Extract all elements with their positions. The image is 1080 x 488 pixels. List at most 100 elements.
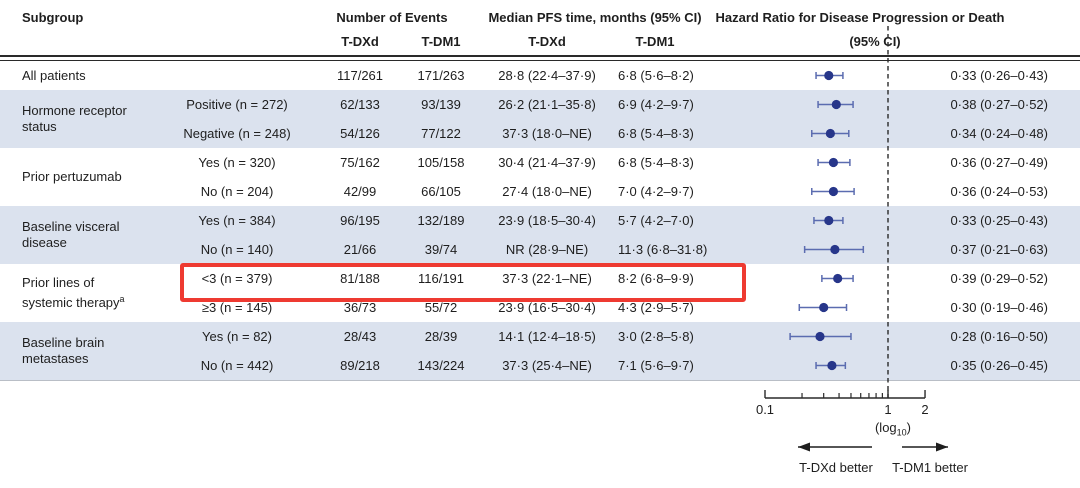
hazard-ratio-value: 0·30 (0·19–0·46) [950, 300, 1048, 315]
subgroup-label: Yes (n = 384) [198, 213, 276, 228]
events-tdxd-value: 62/133 [340, 97, 380, 112]
events-tdm1-value: 93/139 [421, 97, 461, 112]
pfs-tdm1-value: 6·9 (4·2–9·7) [618, 97, 694, 112]
pfs-tdm1-value: 8·2 (6·8–9·9) [618, 271, 694, 286]
col-header-pfs-tdxd: T-DXd [528, 34, 566, 49]
col-header-events-tdxd: T-DXd [341, 34, 379, 49]
header-divider-rule [0, 55, 1080, 61]
events-tdxd-value: 96/195 [340, 213, 380, 228]
pfs-tdm1-value: 6·8 (5·6–8·2) [618, 68, 694, 83]
group-label: Prior pertuzumab [22, 169, 122, 184]
pfs-tdxd-value: 37·3 (22·1–NE) [502, 271, 592, 286]
col-header-subgroup: Subgroup [22, 10, 84, 25]
table-row: No (n = 204) 42/99 66/105 27·4 (18·0–NE) 7·0… [0, 177, 1080, 206]
hr-point-estimate [825, 128, 835, 139]
left-direction-label: T-DXd better [799, 460, 873, 475]
table-row: Negative (n = 248) 54/126 77/122 37·3 (18·0… [0, 119, 1080, 148]
pfs-tdm1-value: 3·0 (2·8–5·8) [618, 329, 694, 344]
right-direction-label: T-DM1 better [892, 460, 968, 475]
hr-point-estimate [815, 331, 825, 342]
pfs-tdm1-value: 7·0 (4·2–9·7) [618, 184, 694, 199]
hr-point-estimate [831, 99, 841, 110]
events-tdxd-value: 42/99 [343, 184, 377, 199]
events-tdm1-value: 171/263 [417, 68, 465, 83]
axis-tick-0.1: 0.1 [755, 402, 775, 417]
pfs-tdxd-value: 23·9 (16·5–30·4) [498, 300, 596, 315]
subgroup-label: Yes (n = 320) [198, 155, 276, 170]
table-row: No (n = 140) 21/66 39/74 NR (28·9–NE) 11·3 (… [0, 235, 1080, 264]
hazard-ratio-value: 0·38 (0·27–0·52) [950, 97, 1048, 112]
highlight-box-prior-lines-lt3 [180, 263, 746, 302]
table-bottom-rule [0, 380, 1080, 381]
hazard-ratio-value: 0·36 (0·24–0·53) [950, 184, 1048, 199]
hazard-ratio-value: 0·33 (0·26–0·43) [950, 68, 1048, 83]
axis-tick-2: 2 [921, 402, 929, 417]
hazard-ratio-value: 0·36 (0·27–0·49) [950, 155, 1048, 170]
table-row: Yes (n = 384) 96/195 132/189 23·9 (18·5–30·… [0, 206, 1080, 235]
events-tdm1-value: 77/122 [421, 126, 461, 141]
pfs-tdxd-value: 14·1 (12·4–18·5) [498, 329, 596, 344]
hazard-ratio-value: 0·34 (0·24–0·48) [950, 126, 1048, 141]
events-tdxd-value: 89/218 [340, 358, 380, 373]
subgroup-label: Negative (n = 248) [183, 126, 291, 141]
events-tdm1-value: 116/191 [417, 271, 465, 286]
hr-point-estimate [824, 215, 834, 226]
group-label: Baseline brain metastases [22, 335, 105, 366]
col-header-number-of-events: Number of Events [336, 10, 448, 25]
hazard-ratio-value: 0·37 (0·21–0·63) [950, 242, 1048, 257]
subgroup-label: <3 (n = 379) [201, 271, 273, 286]
col-header-median-pfs: Median PFS time, months (95% CI) [488, 10, 702, 25]
pfs-tdm1-value: 6·8 (5·4–8·3) [618, 126, 694, 141]
subgroup-label: Yes (n = 82) [202, 329, 272, 344]
events-tdxd-value: 28/43 [343, 329, 377, 344]
axis-tick-1: 1 [884, 402, 892, 417]
hr-point-estimate [824, 70, 834, 81]
group-label: Prior lines of systemic therapya [22, 274, 125, 311]
table-row: 117/261 171/263 28·8 (22·4–37·9) 6·8 (5·6–8… [0, 61, 1080, 90]
events-tdm1-value: 55/72 [424, 300, 458, 315]
pfs-tdm1-value: 4·3 (2·9–5·7) [618, 300, 694, 315]
group-label: All patients [22, 67, 86, 83]
table-row: Positive (n = 272) 62/133 93/139 26·2 (21·1… [0, 90, 1080, 119]
hr-point-estimate [828, 157, 839, 168]
pfs-tdxd-value: 30·4 (21·4–37·9) [498, 155, 596, 170]
hr-point-estimate [833, 273, 843, 284]
hr-point-estimate [828, 186, 839, 197]
subgroup-label: Positive (n = 272) [186, 97, 288, 112]
events-tdxd-value: 21/66 [343, 242, 377, 257]
events-tdm1-value: 132/189 [417, 213, 465, 228]
pfs-tdxd-value: 27·4 (18·0–NE) [502, 184, 592, 199]
subgroup-label: No (n = 204) [200, 184, 274, 199]
table-row: <3 (n = 379) 81/188 116/191 37·3 (22·1–NE) 8… [0, 264, 1080, 293]
hr-point-estimate [819, 302, 829, 313]
pfs-tdxd-value: 28·8 (22·4–37·9) [498, 68, 596, 83]
axis-scale-note: (log10) [874, 420, 912, 438]
group-label: Hormone receptor status [22, 103, 127, 134]
pfs-tdxd-value: NR (28·9–NE) [505, 242, 589, 257]
pfs-tdm1-value: 7·1 (5·6–9·7) [618, 358, 694, 373]
pfs-tdxd-value: 37·3 (18·0–NE) [502, 126, 592, 141]
pfs-tdxd-value: 23·9 (18·5–30·4) [498, 213, 596, 228]
pfs-tdxd-value: 26·2 (21·1–35·8) [498, 97, 596, 112]
events-tdxd-value: 36/73 [343, 300, 377, 315]
table-row: Yes (n = 320) 75/162 105/158 30·4 (21·4–37·… [0, 148, 1080, 177]
col-header-pfs-tdm1: T-DM1 [635, 34, 675, 49]
hazard-ratio-value: 0·28 (0·16–0·50) [950, 329, 1048, 344]
col-header-hazard-ratio-line1: Hazard Ratio for Disease Progression or … [715, 10, 1005, 25]
events-tdxd-value: 81/188 [340, 271, 380, 286]
events-tdxd-value: 75/162 [340, 155, 380, 170]
subgroup-label: No (n = 140) [200, 242, 274, 257]
right-arrow-head [936, 442, 948, 452]
events-tdm1-value: 66/105 [421, 184, 461, 199]
footnote-marker: a [119, 293, 125, 304]
pfs-tdm1-value: 6·8 (5·4–8·3) [618, 155, 694, 170]
table-row: ≥3 (n = 145) 36/73 55/72 23·9 (16·5–30·4) 4·… [0, 293, 1080, 322]
events-tdxd-value: 54/126 [340, 126, 380, 141]
events-tdxd-value: 117/261 [336, 68, 384, 83]
left-arrow-head [798, 442, 810, 452]
col-header-events-tdm1: T-DM1 [421, 34, 461, 49]
group-label: Baseline visceral disease [22, 219, 120, 250]
hazard-ratio-value: 0·39 (0·29–0·52) [950, 271, 1048, 286]
